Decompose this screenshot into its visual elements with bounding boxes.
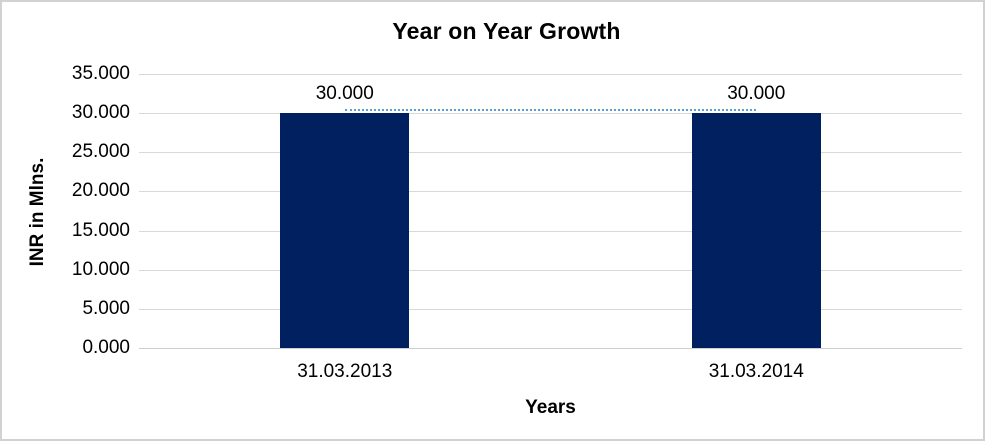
gridline <box>139 230 962 232</box>
bar-data-label: 30.000 <box>727 83 786 105</box>
x-axis-category-label: 31.03.2013 <box>297 361 393 382</box>
y-axis-tick-label: 25.000 <box>71 141 130 163</box>
y-axis-tick-label: 35.000 <box>71 63 130 84</box>
y-axis-tick-label: 10.000 <box>71 258 130 280</box>
gridline <box>139 152 962 154</box>
trendline <box>344 109 757 112</box>
y-axis-tick-label: 20.000 <box>71 180 130 202</box>
gridline <box>139 113 962 115</box>
gridline <box>139 308 962 310</box>
y-axis-tick-label: 15.000 <box>71 219 130 241</box>
bar[interactable] <box>280 113 410 348</box>
x-axis-line <box>139 348 962 349</box>
bar[interactable] <box>691 113 821 348</box>
x-axis-category-label: 31.03.2014 <box>708 361 804 382</box>
y-axis-tick-label: 5.000 <box>82 297 130 319</box>
gridline <box>139 74 962 75</box>
x-axis-title: Years <box>525 397 576 418</box>
gridline <box>139 269 962 271</box>
bar-data-label: 30.000 <box>315 83 374 105</box>
y-axis-tick-label: 30.000 <box>71 102 130 124</box>
gridline <box>139 191 962 193</box>
y-axis-tick-label: 0.000 <box>82 337 130 358</box>
chart-title: Year on Year Growth <box>392 18 621 44</box>
